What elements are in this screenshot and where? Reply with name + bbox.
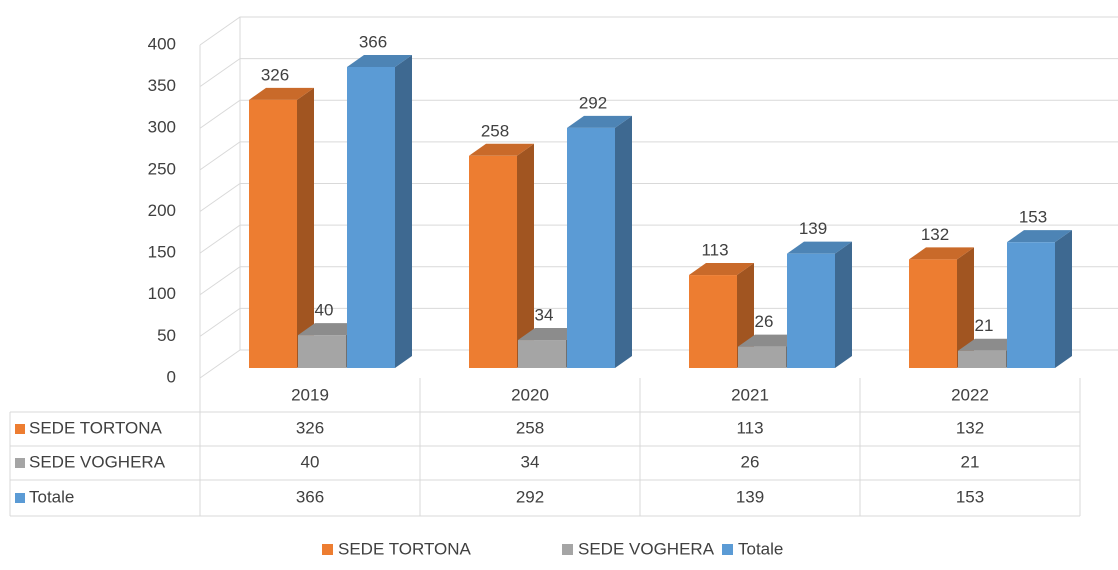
- legend-key: [15, 424, 25, 434]
- table-row-label: SEDE TORTONA: [29, 418, 163, 437]
- grid-line: [199, 224, 1118, 254]
- bar-side: [517, 143, 534, 368]
- data-label: 292: [579, 93, 607, 112]
- bar-top: [298, 323, 363, 336]
- bar-side: [1055, 230, 1072, 368]
- table-row-label: SEDE VOGHERA: [29, 452, 166, 471]
- legend-label: SEDE TORTONA: [338, 539, 472, 558]
- bar-top: [1007, 230, 1072, 243]
- bar: [518, 340, 566, 368]
- legend-key: [322, 544, 333, 555]
- table-cell: 132: [956, 418, 984, 437]
- bar-top: [249, 87, 314, 100]
- bar-side: [297, 87, 314, 369]
- data-label: 258: [481, 121, 509, 140]
- data-label: 21: [975, 316, 994, 335]
- bar-top: [738, 334, 803, 347]
- bar-top: [958, 338, 1023, 351]
- data-label: 132: [921, 225, 949, 244]
- table-cell: 139: [736, 487, 764, 506]
- data-label: 113: [701, 241, 728, 260]
- table-cell: 153: [956, 487, 984, 506]
- legend-key: [722, 544, 733, 555]
- data-label: 326: [261, 65, 289, 84]
- data-label: 153: [1019, 208, 1047, 227]
- y-tick-label: 300: [148, 118, 176, 137]
- x-tick-label: 2022: [951, 385, 989, 404]
- table-cell: 113: [736, 418, 763, 437]
- grid-line: [199, 141, 1118, 171]
- y-tick-label: 400: [148, 34, 176, 53]
- bar: [689, 275, 737, 368]
- bar-side: [957, 247, 974, 368]
- bar: [249, 99, 297, 369]
- bar-top: [347, 54, 412, 67]
- table-cell: 26: [741, 452, 760, 471]
- legend-key: [15, 493, 25, 503]
- bar-top: [469, 143, 534, 156]
- y-tick-label: 200: [148, 201, 176, 220]
- bar: [469, 155, 517, 368]
- y-tick-label: 350: [148, 76, 176, 95]
- table-cell: 34: [521, 452, 540, 471]
- table-cell: 40: [301, 452, 320, 471]
- legend-label: Totale: [738, 539, 783, 558]
- bar-top: [567, 115, 632, 128]
- grid-line: [199, 99, 1118, 129]
- grid-line: [199, 266, 1118, 296]
- data-label: 40: [315, 301, 334, 320]
- table-cell: 326: [296, 418, 324, 437]
- bar: [298, 335, 346, 368]
- grid-line: [199, 183, 1118, 212]
- table-cell: 292: [516, 487, 544, 506]
- table-cell: 21: [961, 452, 980, 471]
- x-tick-label: 2020: [511, 385, 549, 404]
- y-tick-label: 250: [148, 159, 176, 178]
- legend-label: SEDE VOGHERA: [578, 539, 715, 558]
- data-label: 366: [359, 32, 387, 51]
- grid-line: [199, 58, 1118, 88]
- bar: [1007, 242, 1055, 368]
- y-tick-label: 50: [157, 326, 176, 345]
- data-label: 34: [535, 306, 554, 325]
- bar-top: [787, 241, 852, 254]
- bar-top: [689, 263, 754, 276]
- bar: [909, 259, 957, 368]
- y-tick-label: 150: [148, 243, 176, 262]
- table-cell: 366: [296, 487, 324, 506]
- bar-top: [909, 247, 974, 260]
- bar-side: [615, 115, 632, 368]
- bar: [347, 66, 395, 368]
- bar: [958, 350, 1006, 368]
- bar-side: [835, 241, 852, 368]
- table-row-label: Totale: [29, 487, 74, 506]
- x-tick-label: 2019: [291, 385, 329, 404]
- data-label: 26: [755, 312, 774, 331]
- table-cell: 258: [516, 418, 544, 437]
- bar: [567, 127, 615, 368]
- grid-line: [199, 16, 1118, 46]
- bar: [738, 346, 786, 368]
- legend-key: [562, 544, 573, 555]
- data-label: 139: [799, 219, 827, 238]
- bar: [787, 253, 835, 368]
- bar-top: [518, 328, 583, 341]
- legend-key: [15, 458, 25, 468]
- y-tick-label: 100: [148, 284, 176, 303]
- x-tick-label: 2021: [731, 385, 769, 404]
- bar-side: [395, 54, 412, 369]
- y-tick-label: 0: [167, 367, 176, 386]
